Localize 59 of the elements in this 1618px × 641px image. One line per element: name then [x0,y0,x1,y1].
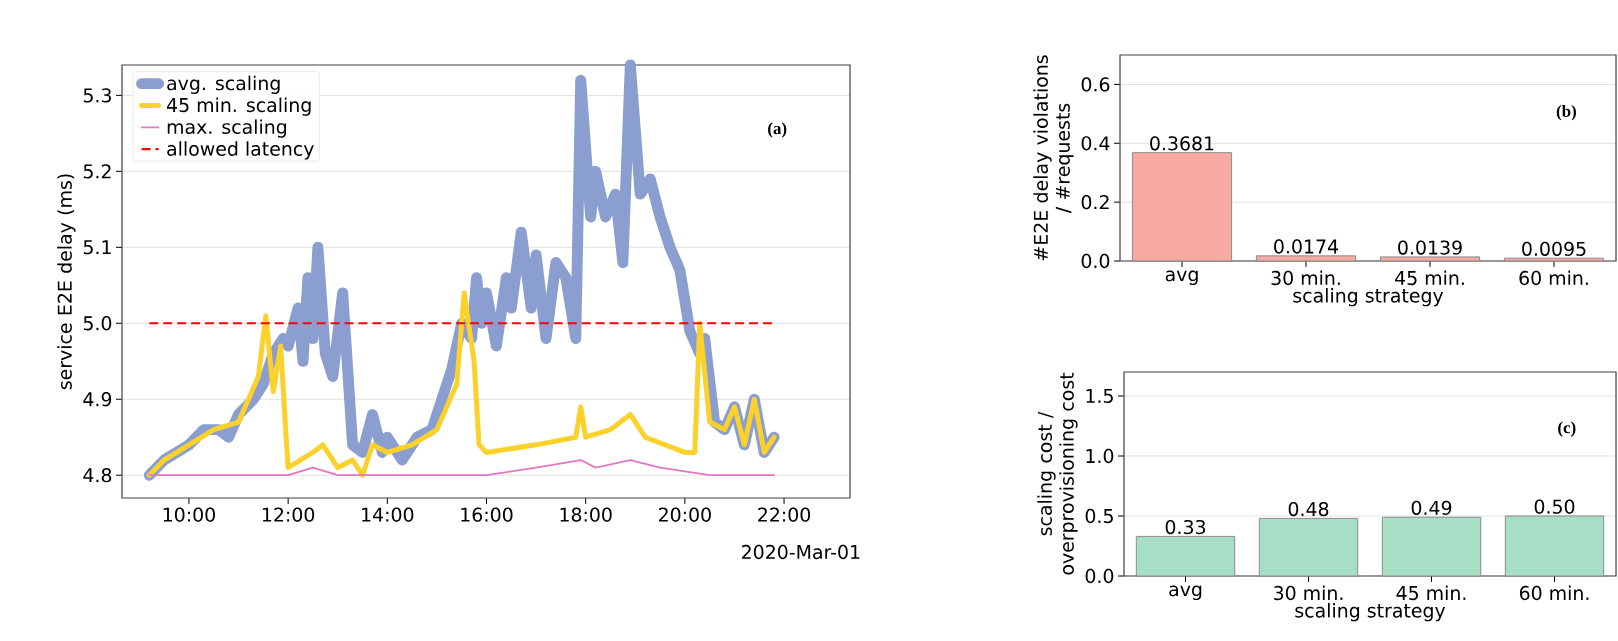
y-axis-title: #E2E delay violations / #requests [1033,55,1074,261]
bar [1379,256,1481,262]
x-tick-label: 60 min. [1519,270,1588,286]
x-tick-label: 30 min. [1271,270,1340,286]
x-tick-label: 18:00 [560,507,612,522]
y-tick-label: 0.6 [1081,77,1110,92]
bar [1504,515,1605,577]
bar [1135,535,1236,577]
data-label: 0.50 [1534,499,1575,514]
y-tick-label: 4.8 [83,468,112,483]
legend-label: 45 min. scaling [166,97,311,116]
annotation: (a) [768,122,787,138]
y-tick-label: 0.4 [1081,136,1110,151]
x-tick-label: 60 min. [1519,585,1589,601]
legend-label: avg. scaling [167,75,280,94]
annotation: (c) [1558,421,1576,437]
y-tick-label: 0.0 [1085,568,1114,584]
y-axis-title: scaling cost / overprovisioning cost [1037,372,1078,575]
data-label: 0.3681 [1150,136,1214,151]
x-tick-label: 10:00 [163,507,215,522]
y-axis-title: service E2E delay (ms) [57,174,76,390]
x-tick-label: 12:00 [262,507,315,522]
x-tick-label: avg [1169,585,1202,601]
x-tick-label: 20:00 [658,507,711,522]
x-tick-label: 45 min. [1395,270,1464,286]
legend-label: allowed latency [167,141,314,160]
text: 2020-Mar-01 [742,544,860,560]
bar [1503,257,1605,262]
y-tick-label: 0.2 [1081,194,1109,210]
y-tick-label: 5.1 [83,240,111,255]
bar [1255,255,1357,262]
y-tick-label: 4.9 [83,392,112,407]
x-tick-label: 22:00 [758,507,811,522]
x-tick-label: 14:00 [362,507,414,522]
data-label: 0.48 [1288,501,1329,517]
x-tick-label: 45 min. [1396,585,1466,601]
legend-label: max. scaling [167,119,287,138]
y-tick-label: 1.5 [1086,388,1113,404]
data-label: 0.33 [1165,519,1206,535]
y-tick-label: 5.2 [83,164,111,179]
annotation: (b) [1556,105,1577,121]
x-tick-label: 30 min. [1274,585,1343,601]
x-axis-title: scaling strategy [1295,603,1446,622]
y-tick-label: 5.0 [83,316,112,331]
data-label: 0.49 [1411,500,1452,516]
y-tick-label: 0.0 [1081,253,1110,269]
bar [1258,517,1359,577]
x-tick-label: avg [1165,270,1198,286]
data-label: 0.0174 [1274,239,1339,254]
data-label: 0.0095 [1522,241,1586,257]
bar [1131,152,1233,262]
x-axis-title: scaling strategy [1293,288,1444,307]
y-tick-label: 0.5 [1085,508,1113,524]
bar [1381,516,1482,577]
y-tick-label: 5.3 [83,88,111,103]
line-series [146,290,777,478]
data-label: 0.0139 [1398,240,1462,255]
x-tick-label: 16:00 [461,507,513,522]
y-tick-label: 1.0 [1086,448,1114,464]
